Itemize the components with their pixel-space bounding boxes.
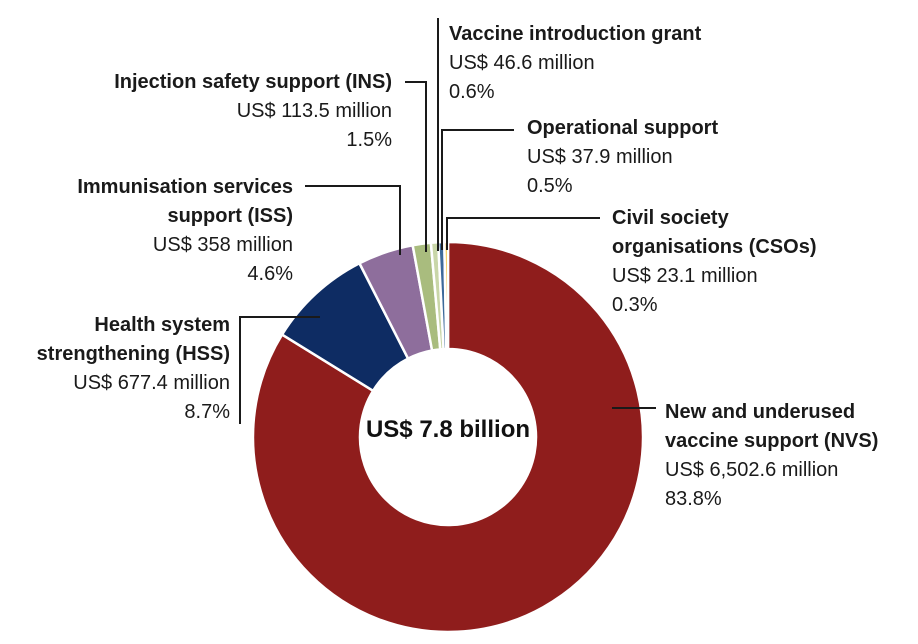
- center-total-label: US$ 7.8 billion: [366, 416, 530, 443]
- slice-label-name: vaccine support (NVS): [665, 430, 878, 452]
- donut-slice: [251, 240, 645, 634]
- slice-label-percent: 4.6%: [247, 263, 293, 285]
- slice-label-name: Civil society: [612, 207, 730, 229]
- slice-label-amount: US$ 677.4 million: [73, 372, 230, 394]
- slice-label-percent: 0.3%: [612, 294, 658, 316]
- slice-label-name: Injection safety support (INS): [114, 71, 392, 93]
- donut-slice: [443, 240, 450, 351]
- slice-label-name: Health system: [94, 314, 230, 336]
- slice-label-amount: US$ 113.5 million: [237, 100, 392, 122]
- leader-line: [441, 129, 514, 250]
- slice-label-percent: 1.5%: [346, 129, 392, 151]
- slice-label-amount: US$ 358 million: [153, 234, 293, 256]
- slice-label-name: support (ISS): [167, 205, 293, 227]
- leader-line: [405, 81, 427, 252]
- slice-label-amount: US$ 46.6 million: [449, 52, 595, 74]
- slice-label-amount: US$ 23.1 million: [612, 265, 758, 287]
- slice-label-amount: US$ 37.9 million: [527, 146, 673, 168]
- slice-label-name: Operational support: [527, 117, 718, 139]
- slice-label-amount: US$ 6,502.6 million: [665, 459, 838, 481]
- labels-group: New and underused vaccine support (NVS) US…: [37, 23, 879, 510]
- slice-label-percent: 0.6%: [449, 81, 495, 103]
- slice-label-percent: 83.8%: [665, 488, 722, 510]
- slice-label-name: organisations (CSOs): [612, 236, 816, 258]
- slice-label-name: Immunisation services: [77, 176, 293, 198]
- slices-group: [251, 240, 645, 634]
- slice-label-name: New and underused: [665, 401, 855, 423]
- leader-line: [446, 217, 600, 250]
- slice-label-name: Vaccine introduction grant: [449, 23, 702, 45]
- leader-line: [305, 185, 401, 255]
- slice-label-percent: 0.5%: [527, 175, 573, 197]
- slice-label-percent: 8.7%: [184, 401, 230, 423]
- leader-line: [239, 316, 320, 424]
- slice-label-name: strengthening (HSS): [37, 343, 230, 365]
- leader-lines-group: [239, 18, 656, 424]
